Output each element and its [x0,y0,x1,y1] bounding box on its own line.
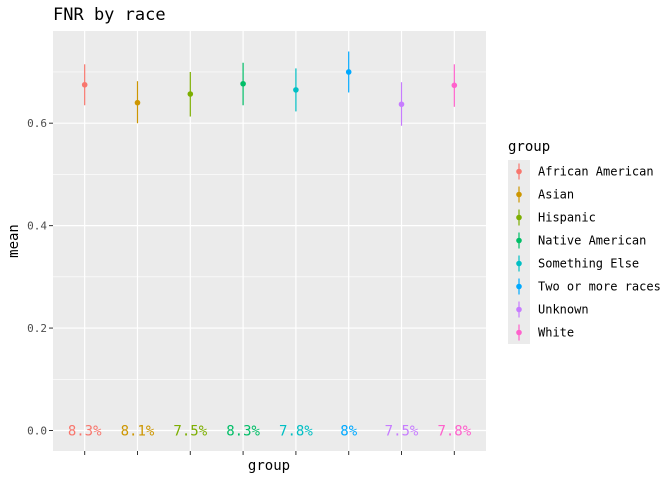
legend-title: group [508,139,550,155]
mean-point [81,81,88,88]
mean-point [240,80,246,87]
legend-key-point [516,237,522,244]
legend-label: African American [538,165,654,179]
legend-label: Asian [538,188,574,202]
y-tick-label: 0.2 [27,322,47,335]
percent-label: 7.8% [279,424,313,440]
percent-label: 7.8% [437,424,471,440]
legend-label: Something Else [538,257,639,271]
legend-key-point [516,214,522,221]
chart-title: FNR by race [53,5,166,25]
y-axis: 0.0 0.2 0.4 0.6 [27,117,53,438]
percent-label: 8.1% [121,424,155,440]
legend-label: White [538,326,574,340]
plot-panel [53,31,486,451]
legend: group African American Asian Hispanic Nativ… [508,139,661,344]
x-axis [84,451,455,455]
legend-key-point [516,168,522,175]
legend-key-point [516,283,522,290]
y-tick-label: 0.0 [27,425,47,438]
mean-point [293,87,299,93]
y-tick-label: 0.6 [27,117,47,130]
legend-label: Unknown [538,303,589,317]
legend-key-point [516,191,522,198]
legend-label: Hispanic [538,211,596,225]
data-marks: 8.3% 8.1% 7.5% 8.3% 7.8% 8% 7.5% 7.8% [68,51,472,440]
percent-label: 7.5% [385,424,419,440]
mean-point [345,69,352,75]
mean-point [451,82,458,89]
legend-key-background [508,160,530,344]
legend-label: Native American [538,234,646,248]
y-tick-label: 0.4 [27,220,47,233]
mean-point [398,101,405,108]
mean-point [187,91,194,97]
legend-key-point [516,329,522,336]
legend-label: Two or more races [538,280,661,294]
percent-label: 8% [340,424,357,440]
percent-label: 8.3% [226,424,260,440]
legend-key-point [516,260,522,267]
percent-label: 8.3% [68,424,102,440]
percent-label: 7.5% [173,424,207,440]
mean-point [134,99,141,106]
legend-key-point [516,306,522,313]
y-axis-title: mean [6,224,22,258]
x-axis-title: group [248,458,290,474]
